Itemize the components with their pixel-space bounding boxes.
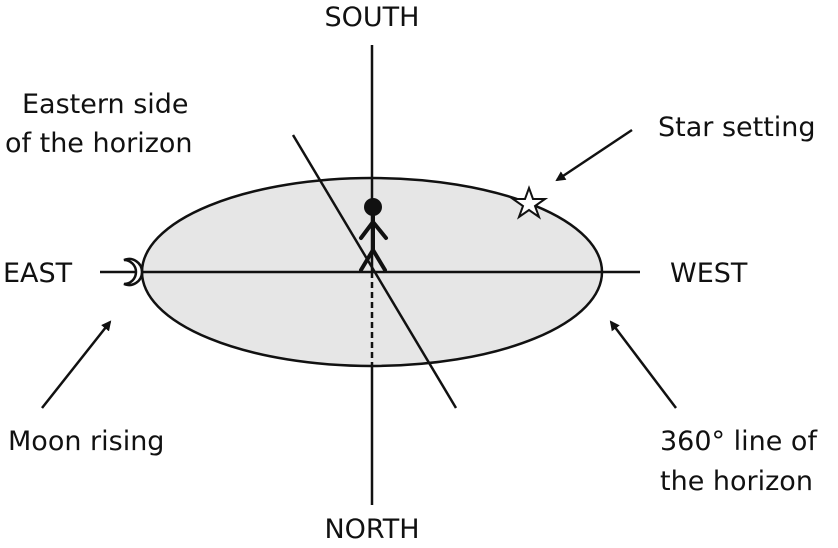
moon-arrow [41, 320, 112, 409]
star-arrow [555, 128, 633, 182]
south-label: SOUTH [325, 2, 420, 33]
person [359, 198, 388, 272]
horizon-arrow [609, 320, 677, 409]
east-label: EAST [3, 258, 73, 289]
horizon-line-label: 360° line of [660, 426, 818, 457]
tilted-line [291, 134, 458, 409]
star [509, 185, 549, 220]
eastern-side-label: Eastern side [22, 89, 189, 120]
moon-rising-label: Moon rising [8, 426, 164, 457]
moon [123, 257, 144, 287]
star-setting-label: Star setting [658, 112, 816, 143]
west-label: WEST [670, 258, 748, 289]
north-label: NORTH [324, 514, 419, 545]
eastern-side-label: of the horizon [5, 128, 193, 159]
horizon-line-label: the horizon [660, 466, 813, 497]
